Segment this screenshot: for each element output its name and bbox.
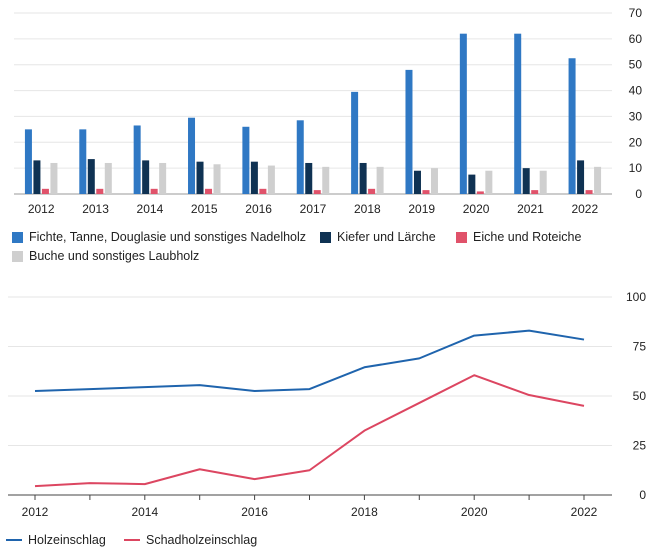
bar [594,166,602,194]
x-tick-label: 2017 [300,202,327,216]
bar [351,91,359,194]
bar [376,166,384,194]
bar [41,188,49,194]
bar [522,168,530,194]
x-tick-label: 2019 [408,202,435,216]
bar [322,166,330,194]
bar [250,161,258,194]
legend-swatch [320,231,331,243]
x-tick-label: 2018 [354,202,381,216]
y-tick-label: 20 [629,135,643,149]
x-tick-label: 2013 [82,202,109,216]
y-tick-label: 70 [629,6,643,20]
bar [242,126,250,194]
legend-line [6,539,22,541]
bar [142,160,150,194]
legend-label: Buche und sonstiges Laubholz [29,249,200,263]
bar [267,165,275,194]
bar [368,188,376,194]
bar [33,160,41,194]
legend-swatch [12,250,23,262]
legend-item-kiefer: Kiefer und Lärche [320,230,436,244]
bar [205,188,213,194]
y-tick-label: 50 [633,389,647,403]
x-tick-label: 2014 [131,505,158,519]
bar [476,191,484,194]
y-tick-label: 25 [633,439,647,453]
y-tick-label: 0 [639,488,646,502]
legend-label: Kiefer und Lärche [337,230,436,244]
legend-item-nadelholz: Fichte, Tanne, Douglasie und sonstiges N… [12,230,306,244]
bar [577,160,585,194]
bar [514,33,522,194]
x-tick-label: 2021 [517,202,544,216]
y-tick-label: 100 [626,290,646,304]
bar [188,117,196,194]
y-tick-label: 0 [635,187,642,201]
x-tick-label: 2016 [245,202,272,216]
x-tick-label: 2022 [571,505,598,519]
bar [430,168,438,194]
bar [159,162,167,194]
y-tick-label: 75 [633,340,647,354]
bar [305,162,313,194]
bar [468,174,476,194]
legend-line [124,539,140,541]
y-tick-label: 30 [629,109,643,123]
bar [87,159,95,194]
bar [213,164,221,194]
x-tick-label: 2022 [571,202,598,216]
x-tick-label: 2016 [241,505,268,519]
legend-label: Eiche und Roteiche [473,230,582,244]
legend-item-holzeinschlag: Holzeinschlag [6,533,106,547]
x-tick-label: 2018 [351,505,378,519]
series-line [34,329,585,393]
legend-swatch [12,231,23,243]
y-tick-label: 50 [629,58,643,72]
bar [259,188,267,194]
bar [24,129,32,194]
x-tick-label: 2020 [463,202,490,216]
x-tick-label: 2012 [22,505,49,519]
bar [585,190,593,194]
legend-label: Schadholzeinschlag [146,533,258,547]
bar [568,58,576,194]
legend-label: Fichte, Tanne, Douglasie und sonstiges N… [29,230,307,244]
x-tick-label: 2020 [461,505,488,519]
legend-item-buche: Buche und sonstiges Laubholz [12,249,199,263]
bar [104,162,112,194]
legend-item-eiche: Eiche und Roteiche [456,230,581,244]
x-tick-label: 2015 [191,202,218,216]
bar [359,162,367,194]
bar [539,170,547,194]
bar [50,162,58,194]
bar [296,120,304,194]
bar [133,125,141,194]
bar [485,170,493,194]
y-tick-label: 40 [629,84,643,98]
x-tick-label: 2012 [28,202,55,216]
legend-label: Holzeinschlag [28,533,106,547]
bar [405,69,413,194]
y-tick-label: 60 [629,32,643,46]
stacked-bar-chart: 0 10 20 30 40 50 60 70 2012 2013 2014 2015 2016 2017 2… [14,6,643,216]
bar [96,188,104,194]
legend-item-schadholzeinschlag: Schadholzeinschlag [124,533,257,547]
bar [196,161,204,194]
bar [422,190,430,194]
bar [413,170,421,194]
x-tick-label: 2014 [137,202,164,216]
bar [150,188,158,194]
bar [459,33,467,194]
bar [531,190,539,194]
y-tick-label: 10 [629,161,643,175]
series-line [34,374,585,488]
bar [313,190,321,194]
bar [79,129,87,194]
legend-swatch [456,231,467,243]
